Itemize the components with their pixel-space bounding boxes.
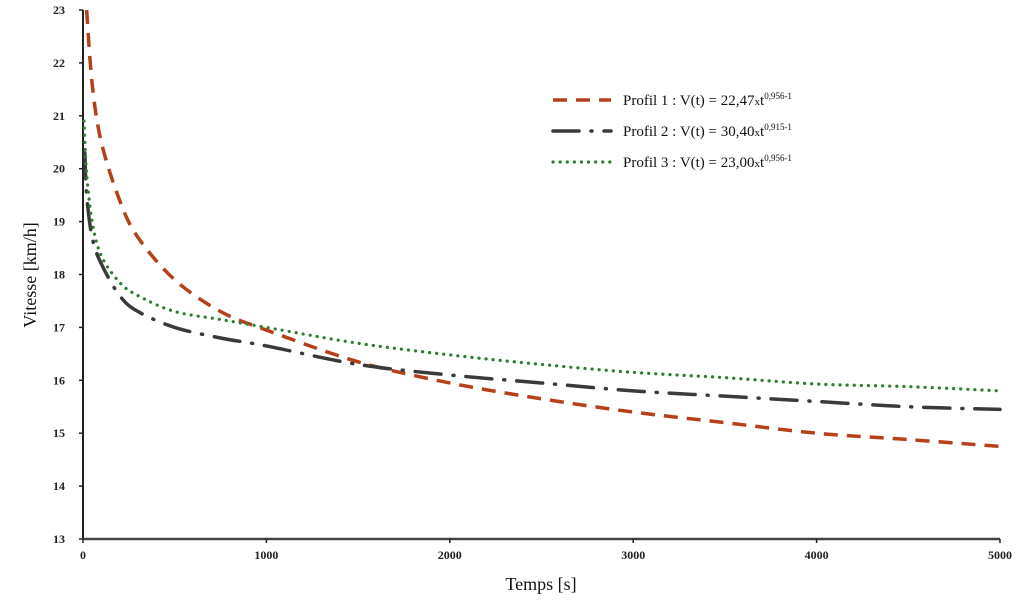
legend: Profil 1 : V(t) = 22,47xt0,956-1 Profil 2… xyxy=(551,91,792,171)
x-tick-label: 0 xyxy=(80,548,86,562)
series-group xyxy=(82,9,1002,449)
y-tick-label: 22 xyxy=(53,56,65,70)
x-tick-label: 3000 xyxy=(621,548,645,562)
series-line-1 xyxy=(84,9,1001,449)
y-tick-label: 13 xyxy=(53,532,65,546)
x-tick-label: 5000 xyxy=(988,548,1012,562)
y-tick-label: 18 xyxy=(53,268,65,282)
x-tick-label: 2000 xyxy=(438,548,462,562)
legend-entry-3: Profil 3 : V(t) = 23,00xt0,956-1 xyxy=(623,153,792,171)
x-tick-label: 4000 xyxy=(805,548,829,562)
legend-entry-1: Profil 1 : V(t) = 22,47xt0,956-1 xyxy=(623,91,792,109)
series-line-3 xyxy=(82,119,1002,393)
x-ticks: 0 1000 2000 3000 4000 5000 xyxy=(80,539,1012,562)
y-tick-label: 14 xyxy=(53,479,65,493)
x-tick-label: 1000 xyxy=(254,548,278,562)
x-axis-title: Temps [s] xyxy=(505,574,576,594)
axes: 13 14 15 16 17 18 19 20 21 22 23 0 1000 2000 3000 4000… xyxy=(53,3,1012,562)
series-line-2 xyxy=(83,151,1002,412)
y-tick-label: 16 xyxy=(53,373,65,387)
y-ticks: 13 14 15 16 17 18 19 20 21 22 23 xyxy=(53,3,83,546)
y-axis-title: Vitesse [km/h] xyxy=(20,222,40,327)
y-tick-label: 21 xyxy=(53,109,65,123)
y-tick-label: 23 xyxy=(53,3,65,17)
y-tick-label: 20 xyxy=(53,162,65,176)
y-tick-label: 17 xyxy=(53,320,65,334)
y-tick-label: 19 xyxy=(53,215,65,229)
y-tick-label: 15 xyxy=(53,426,65,440)
legend-entry-2: Profil 2 : V(t) = 30,40xt0,915-1 xyxy=(623,122,792,140)
